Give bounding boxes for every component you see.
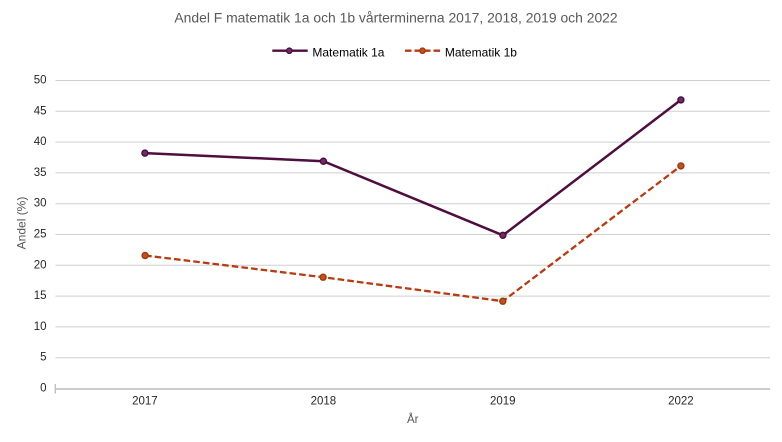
svg-text:30: 30 xyxy=(34,198,47,210)
svg-text:Matematik 1a: Matematik 1a xyxy=(312,45,384,59)
svg-text:15: 15 xyxy=(34,290,47,302)
svg-text:20: 20 xyxy=(34,259,47,271)
svg-text:0: 0 xyxy=(40,383,46,395)
svg-text:50: 50 xyxy=(34,75,47,87)
svg-text:Andel F matematik 1a och 1b vå: Andel F matematik 1a och 1b vårterminern… xyxy=(174,9,618,25)
svg-text:2018: 2018 xyxy=(311,395,337,407)
svg-text:35: 35 xyxy=(34,167,47,179)
svg-text:25: 25 xyxy=(34,229,47,241)
svg-text:40: 40 xyxy=(34,136,47,148)
svg-text:2022: 2022 xyxy=(668,395,694,407)
svg-text:Andel (%): Andel (%) xyxy=(14,197,28,250)
svg-text:2017: 2017 xyxy=(132,395,158,407)
svg-text:År: År xyxy=(407,413,419,426)
svg-text:2019: 2019 xyxy=(490,395,516,407)
svg-text:10: 10 xyxy=(34,321,47,333)
svg-text:45: 45 xyxy=(34,105,47,117)
svg-text:Matematik 1b: Matematik 1b xyxy=(445,45,517,59)
svg-text:5: 5 xyxy=(40,352,46,364)
